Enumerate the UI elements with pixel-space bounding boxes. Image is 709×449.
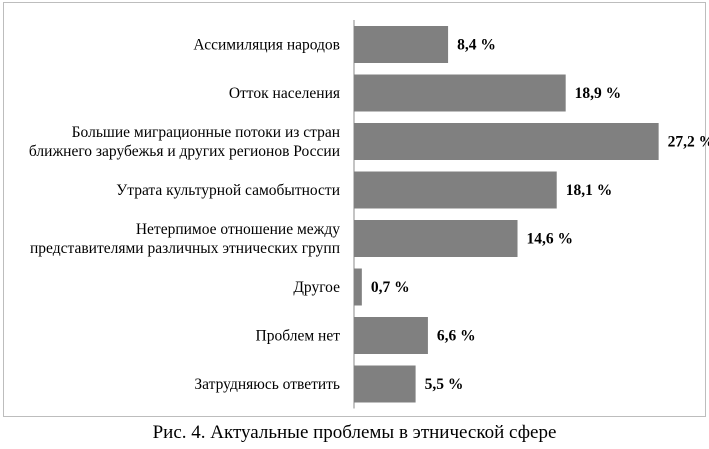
bar-value-label: 0,7 % xyxy=(371,279,410,296)
bar xyxy=(354,123,659,160)
category-label: Проблем нет xyxy=(256,328,341,345)
category-label: ближнего зарубежья и других регионов Рос… xyxy=(29,143,340,160)
bar-value-label: 18,1 % xyxy=(566,182,613,199)
category-label: Другое xyxy=(293,279,340,296)
bar-value-label: 8,4 % xyxy=(457,37,496,54)
chart-frame xyxy=(3,2,706,417)
figure-caption: Рис. 4. Актуальные проблемы в этнической… xyxy=(152,422,557,443)
bar xyxy=(354,220,518,257)
bar xyxy=(354,317,428,354)
bar xyxy=(354,74,566,112)
category-label: Затрудняюсь ответить xyxy=(194,376,340,393)
bar-value-label: 27,2 % xyxy=(668,134,709,151)
bar xyxy=(354,268,362,306)
category-label: Нетерпимое отношение между xyxy=(136,221,340,238)
category-label: Отток населения xyxy=(229,85,340,102)
category-label: Большие миграционные потоки из стран xyxy=(72,124,340,141)
bar-value-label: 5,5 % xyxy=(425,376,464,393)
bar-value-label: 18,9 % xyxy=(575,85,622,102)
bar xyxy=(354,26,449,63)
category-label: представителями различных этнических гру… xyxy=(30,240,340,257)
bar xyxy=(354,171,557,209)
bar xyxy=(354,365,416,403)
bar-chart: 8,4 % Ассимиляция народов 18,9 % Отток насе… xyxy=(29,20,709,409)
category-label: Ассимиляция народов xyxy=(193,37,340,54)
bar-value-label: 14,6 % xyxy=(527,231,574,248)
category-label: Утрата культурной самобытности xyxy=(116,182,340,199)
bar-value-label: 6,6 % xyxy=(437,328,476,345)
